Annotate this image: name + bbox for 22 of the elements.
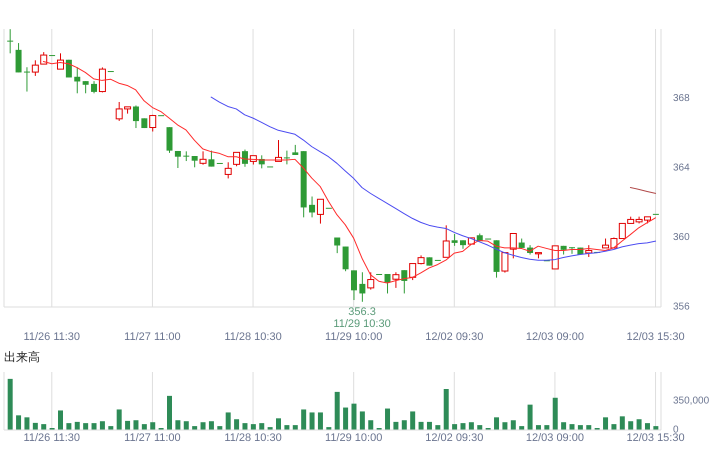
x-tick-label: 12/02 09:30 [425,331,484,343]
x-tick-label: 12/03 09:00 [526,432,584,444]
x-tick-label: 12/03 15:30 [626,432,685,444]
x-tick-label: 11/28 10:30 [224,432,282,444]
x-tick-label: 11/29 10:00 [325,432,382,444]
y-tick-label: 364 [673,162,690,174]
text: 11/29 10:30 [333,318,391,330]
x-tick-label: 11/27 11:00 [124,331,181,343]
x-tick-label: 11/26 11:30 [24,331,80,343]
y-tick-label: 368 [673,93,690,104]
y-tick-label: 350,000 [673,396,710,406]
x-tick-label: 12/02 09:30 [425,432,484,444]
x-tick-label: 11/29 10:00 [325,331,382,343]
annotation: 356.3 [348,306,376,318]
y-tick-label: 356 [673,302,690,312]
x-tick-label: 12/03 15:30 [626,331,685,343]
y-tick-label: 360 [673,232,690,243]
x-tick-label: 11/28 10:30 [224,331,282,343]
x-tick-label: 11/26 11:30 [24,432,80,444]
chart-title: 出来高 [4,349,40,366]
x-tick-label: 12/03 09:00 [526,331,584,343]
x-tick-label: 11/27 11:00 [124,432,181,444]
